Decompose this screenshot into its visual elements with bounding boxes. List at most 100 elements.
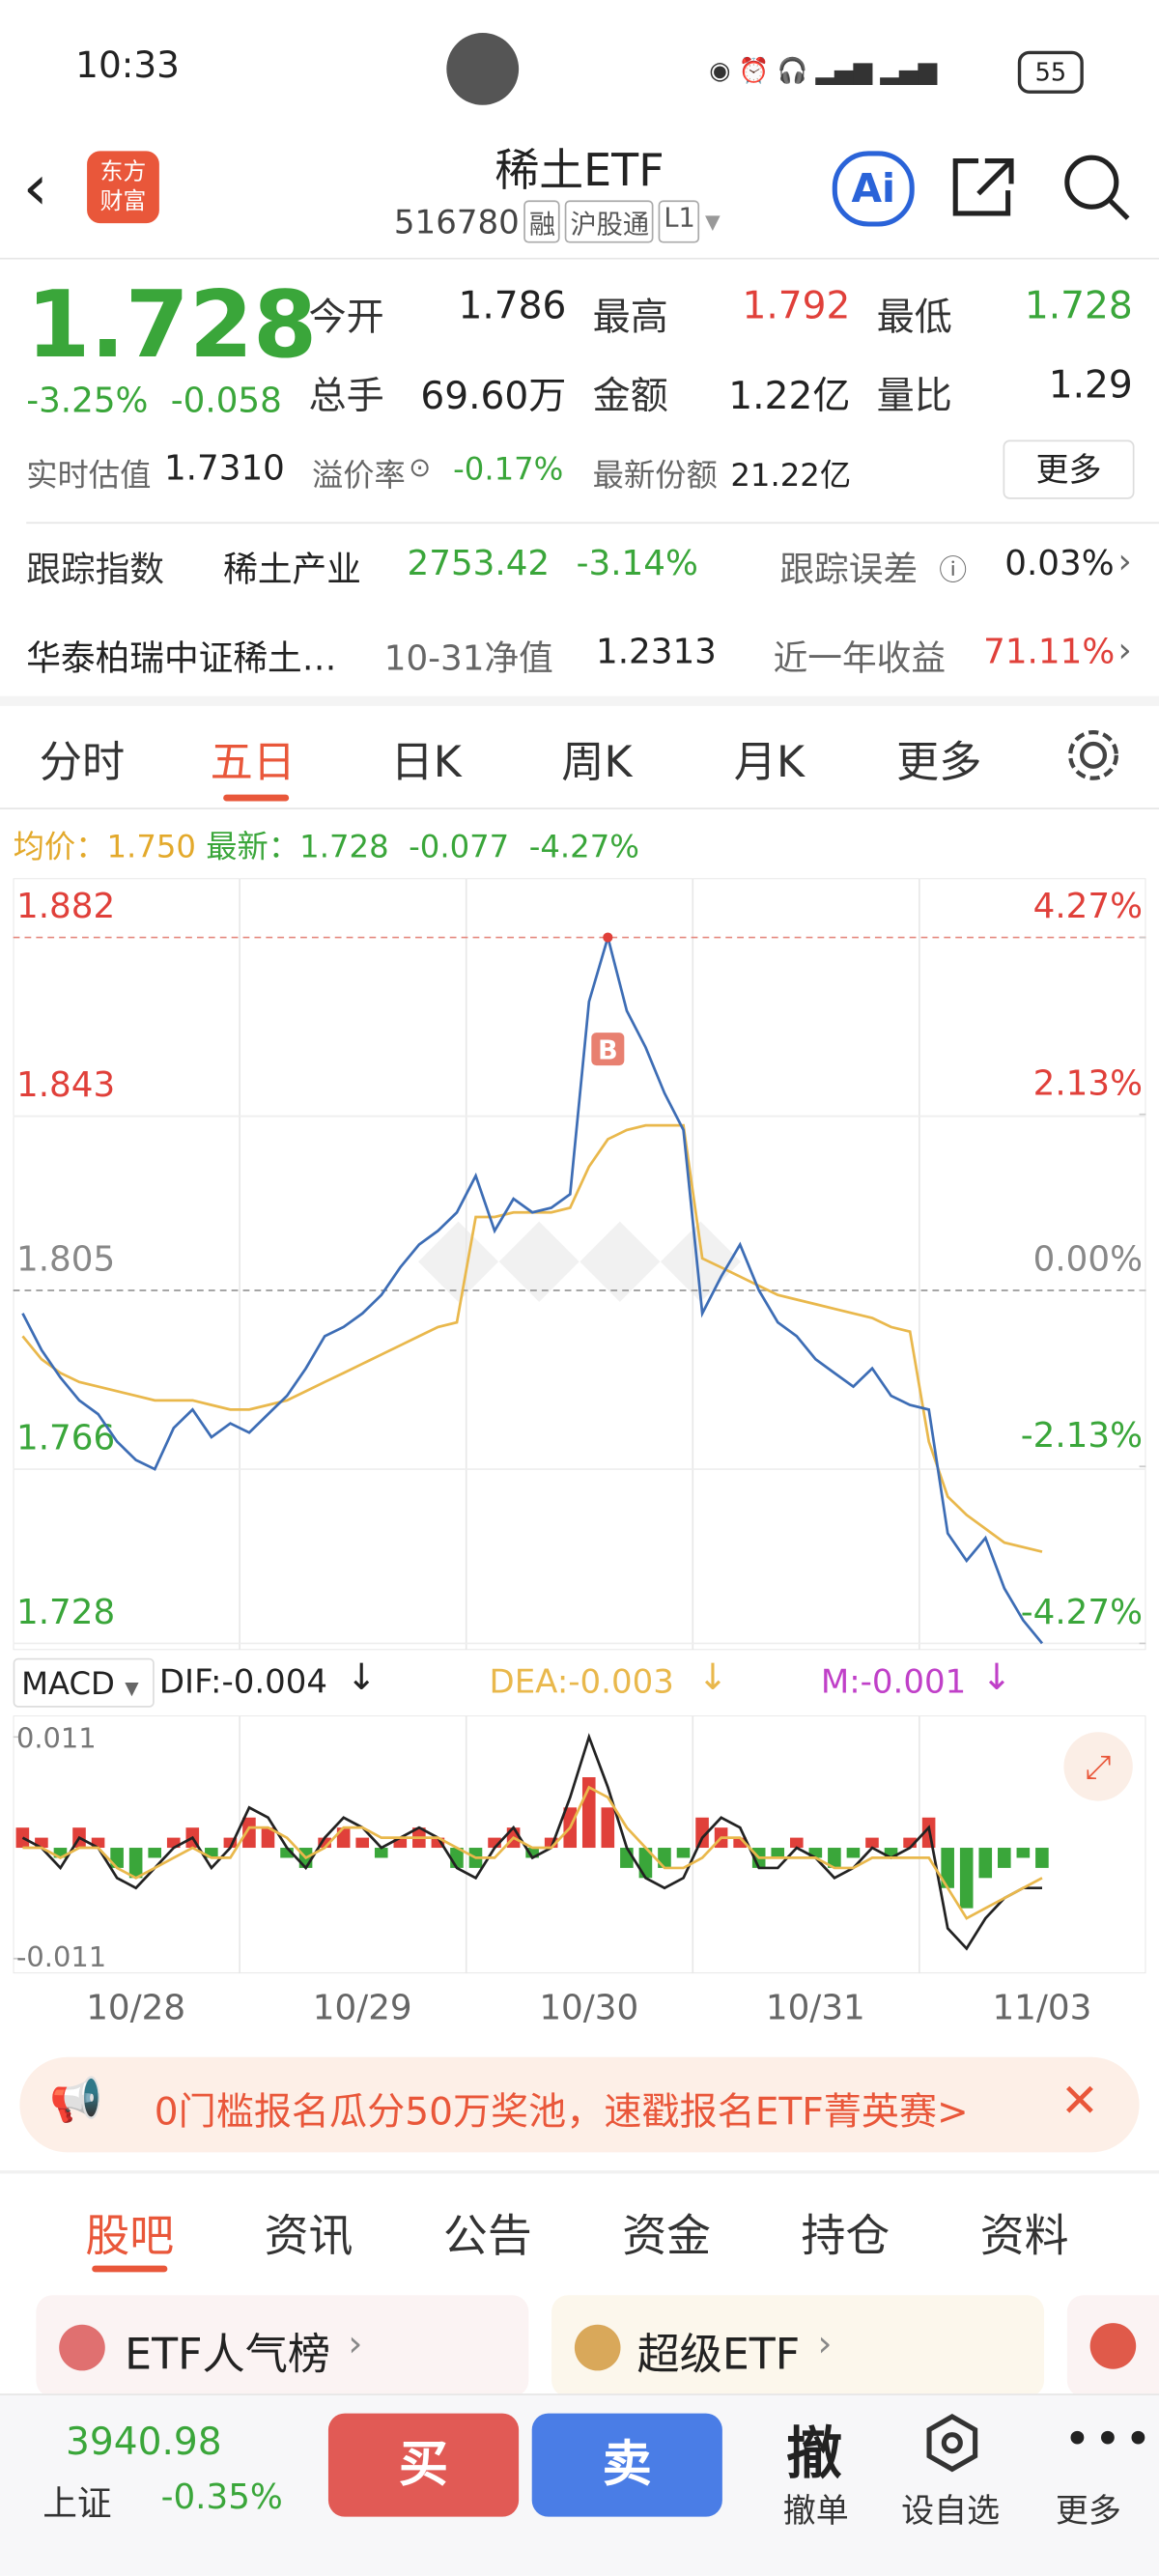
settings-button[interactable] [1063,725,1122,784]
indicator-selector[interactable]: MACD ▼ [13,1657,155,1708]
y2-tick-label: -2.13% [1021,1416,1143,1456]
chart-tab[interactable]: 日K [390,738,462,788]
cancel-icon[interactable]: 撤 [786,2421,842,2488]
chart-tab[interactable]: 分时 [39,738,126,788]
section-tab[interactable]: 公告 [442,2211,532,2263]
chart-tab[interactable]: 五日 [210,738,296,788]
macd-bar [242,1817,256,1849]
card[interactable]: ETF人气榜 › [36,2295,529,2397]
x-axis: 10/28 10/29 10/30 10/31 11/03 [86,1989,1091,2028]
divider [0,2170,1159,2174]
tag: 融 [523,200,561,243]
value: 1.750 [106,829,196,865]
price: 1.728 [26,272,318,380]
label: 实时估值 [26,458,152,495]
macd-bar [998,1848,1011,1868]
macd-bar [733,1837,747,1849]
macd-bar [771,1848,785,1858]
x-tick-label: 10/28 [86,1989,185,2028]
section-tab[interactable]: 持仓 [801,2211,890,2263]
stat-label: 最高 [592,297,668,340]
cancel-label[interactable]: 撤单 [782,2490,849,2531]
section-tab[interactable]: 资料 [979,2211,1069,2263]
macd-line [22,1785,1043,1920]
macd-bar [374,1848,388,1858]
more-icon[interactable]: ••• [1063,2411,1155,2466]
y-tick-label: 1.805 [16,1240,115,1280]
value: 1.2313 [595,632,717,672]
trade-marker [591,1033,625,1066]
tag: 沪股通 [565,200,655,243]
divider [26,522,1159,524]
chart-tab[interactable]: 周K [561,738,633,788]
y2-tick-label: 2.13% [1033,1063,1143,1103]
section-tab[interactable]: 资金 [622,2211,711,2263]
info-icon[interactable]: ⊙ [409,451,432,483]
macd-bar [393,1837,408,1849]
divider [0,807,1159,809]
back-button[interactable]: ‹ [22,151,48,224]
fund-name[interactable]: 华泰柏瑞中证稀土… [26,638,337,678]
buy-button[interactable]: 买 [327,2413,520,2517]
watch-label[interactable]: 设自选 [901,2490,1001,2531]
dropdown-icon[interactable]: ▼ [705,210,721,234]
macd-bar [808,1848,823,1858]
more-label[interactable]: 更多 [1055,2490,1121,2531]
search-button[interactable] [1060,151,1133,223]
macd-bar [525,1848,539,1858]
chevron[interactable]: › [1117,541,1132,581]
tags: 融沪股通 L1 [523,200,700,243]
tab-indicator [223,794,290,802]
chart-tab[interactable]: 月K [733,738,805,788]
card-icon [1089,2323,1137,2369]
expand-button[interactable]: ⤢ [1063,1732,1133,1801]
macd-bar [544,1837,558,1849]
value: 1.728 [299,829,389,865]
close-button[interactable]: ✕ [1060,2073,1099,2128]
macd-chart: 0.011 -0.011 [13,1715,1146,1974]
price-chart: ◆◆◆◆ 1.882 1.843 1.805 1.766 1.728 4.27% 2.13%… [13,878,1146,1651]
battery: 55 [1017,50,1084,94]
stat-value: 1.22亿 [728,376,851,419]
macd-bar [828,1848,841,1868]
macd-bar [1016,1848,1031,1858]
macd-bar [128,1848,143,1879]
logo-text: 财富 [99,188,147,215]
divider [0,695,1159,706]
value: -4.27% [528,829,639,865]
chart-tab[interactable]: 更多 [896,738,982,788]
share-button[interactable] [948,155,1021,220]
chevron: › [348,2324,363,2366]
macd-bar [223,1837,238,1849]
section-tab[interactable]: 资讯 [264,2211,353,2263]
index-name: 上证 [42,2483,112,2524]
macd-bar [355,1837,370,1849]
card[interactable] [1066,2295,1159,2397]
high-marker [603,932,613,943]
ai-button[interactable]: Ai [832,151,915,227]
more-button[interactable]: 更多 [1003,439,1135,499]
label: 均价： [13,829,107,865]
legend-entry: DIF:-0.004 [158,1661,328,1701]
chevron[interactable]: › [1117,630,1132,670]
section-tab[interactable]: 股吧 [85,2211,175,2263]
info-icon[interactable]: ⓘ [939,554,968,588]
value: -0.077 [409,829,510,865]
card[interactable]: 超级ETF › [551,2295,1045,2397]
label: 近一年收益 [773,638,947,678]
sell-button[interactable]: 卖 [531,2413,722,2517]
banner[interactable]: 📢 0门槛报名瓜分50万奖池，速戳报名ETF菁英赛> ✕ [19,2056,1140,2153]
index-value: 2753.42 [407,543,551,583]
label: 最新： [206,829,300,865]
watch-icon[interactable] [922,2412,981,2477]
index-name[interactable]: 稀土产业 [223,550,361,590]
code-line: 516780 融沪股通 L1 ▼ [394,200,721,243]
macd-bar [431,1837,445,1849]
stat-label: 今开 [308,297,384,340]
y-tick-label: 0.011 [16,1722,97,1755]
title: 稀土ETF [495,146,664,197]
card-title: 超级ETF [636,2331,801,2381]
stat-label: 金额 [592,376,668,419]
macd-bar [488,1837,501,1849]
x-tick-label: 11/03 [992,1989,1091,2028]
